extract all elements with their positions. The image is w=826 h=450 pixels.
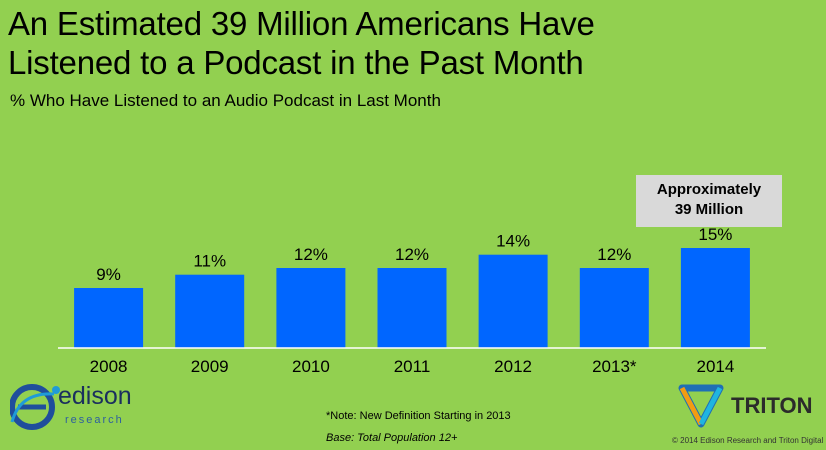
triton-logo: TRITON [676, 380, 816, 430]
x-tick-2012: 2012 [494, 357, 532, 376]
callout-line-2: 39 Million [674, 201, 744, 218]
callout-line-1: Approximately [656, 181, 762, 198]
edison-subtext: research [65, 414, 124, 426]
bar-2009 [175, 274, 245, 348]
bar-2011 [377, 268, 447, 348]
base-note: Base: Total Population 12+ [326, 432, 458, 444]
x-tick-2013*: 2013* [592, 357, 637, 376]
data-label-2011: 12% [395, 245, 429, 264]
bar-2008 [74, 288, 144, 348]
triton-wordmark: TRITON [731, 393, 813, 418]
triton-tri-icon [678, 384, 724, 428]
data-label-2013*: 12% [597, 245, 631, 264]
chart-title: An Estimated 39 Million Americans Have L… [8, 5, 595, 81]
bar-2012 [478, 254, 548, 348]
data-label-2009: 11% [193, 252, 226, 271]
bar-2010 [276, 268, 346, 348]
data-label-2010: 12% [294, 245, 328, 264]
data-label-2012: 14% [496, 232, 530, 251]
x-tick-2014: 2014 [696, 357, 734, 376]
data-label-2014: 15% [698, 225, 732, 244]
edison-wordmark: edison [58, 382, 132, 410]
data-label-2008: 9% [96, 265, 121, 284]
x-tick-2008: 2008 [90, 357, 128, 376]
callout-box: Approximately 39 Million [636, 175, 782, 227]
x-tick-2010: 2010 [292, 357, 330, 376]
edison-e-icon [9, 384, 60, 430]
x-tick-2009: 2009 [191, 357, 229, 376]
chart-subtitle: % Who Have Listened to an Audio Podcast … [10, 91, 441, 110]
x-tick-2011: 2011 [394, 357, 431, 376]
edison-logo: edison research [9, 382, 140, 440]
bar-2014 [680, 248, 750, 348]
footnote: *Note: New Definition Starting in 2013 [326, 410, 511, 422]
bar-2013* [579, 268, 649, 348]
copyright: © 2014 Edison Research and Triton Digita… [672, 436, 824, 445]
